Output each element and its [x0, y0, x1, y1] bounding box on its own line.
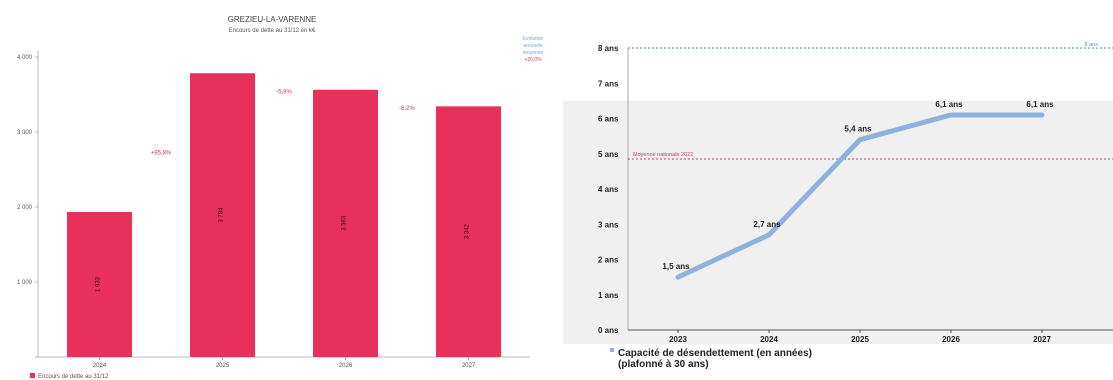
- y-tick-label: 8 ans: [598, 44, 619, 53]
- chart-subtitle: (plafonné à 30 ans): [618, 359, 709, 370]
- chart-title: Capacité de désendettement (en années): [618, 348, 812, 359]
- plot-band: [563, 100, 1113, 344]
- x-tick-label: 2024: [93, 363, 107, 369]
- data-point: [676, 275, 680, 280]
- debt-bar-chart-panel: GREZIEU-LA-VARENNE Encours de dette au 31…: [0, 0, 555, 380]
- x-tick-label: 2025: [851, 335, 869, 344]
- bar-data-label: 1 933: [96, 276, 102, 292]
- deleveraging-line-chart-panel: 0 ans 1 ans 2 ans 3 ans 4 ans 5 ans 6 ans 7 ans…: [558, 0, 1113, 380]
- bar-data-label: 3 784: [219, 207, 225, 223]
- legend-label: Encours de dette au 31/12: [38, 374, 109, 380]
- x-tick-label: 2027: [462, 363, 476, 369]
- y-tick-label: 7 ans: [598, 79, 619, 88]
- y-tick-label: 5 ans: [598, 150, 619, 159]
- chart-subtitle: Encours de dette au 31/12 en k€: [229, 28, 316, 34]
- side-legend-line: annuelle: [524, 43, 543, 49]
- x-tick-label: 2025: [216, 363, 230, 369]
- x-tick-label: 2026: [942, 335, 960, 344]
- bar: [190, 73, 255, 357]
- y-tick-label: 3 ans: [598, 220, 619, 229]
- reference-label-average: Moyenne nationale 2022: [633, 152, 693, 158]
- side-legend-line: moyenne: [523, 50, 544, 56]
- bar-data-label: 3 563: [342, 215, 348, 231]
- bar-data-label: 3 342: [465, 224, 471, 240]
- bar: [313, 89, 378, 358]
- side-legend-line: +20,0%: [524, 57, 542, 63]
- y-tick-label: 0 ans: [598, 326, 619, 335]
- deleveraging-line-chart: 0 ans 1 ans 2 ans 3 ans 4 ans 5 ans 6 ans 7 ans…: [563, 42, 1113, 370]
- data-point: [858, 137, 862, 142]
- x-tick-label: 2024: [760, 335, 778, 344]
- reference-label-cap: 8 ans: [1085, 42, 1099, 48]
- data-point: [1040, 112, 1044, 117]
- data-label: 6,1 ans: [1026, 100, 1054, 109]
- data-point: [767, 232, 771, 237]
- data-label: 2,7 ans: [753, 220, 781, 229]
- data-label: 5,4 ans: [844, 125, 872, 134]
- legend-swatch: [610, 348, 614, 352]
- y-tick-label: 4 000: [17, 55, 33, 61]
- x-tick-label: 2023: [669, 335, 687, 344]
- debt-bar-chart: GREZIEU-LA-VARENNE Encours de dette au 31…: [17, 15, 544, 380]
- y-tick-label: 4 ans: [598, 185, 619, 194]
- y-tick-label: 1 000: [17, 280, 33, 286]
- chart-title: GREZIEU-LA-VARENNE: [228, 15, 317, 24]
- variation-label: -6,2%: [399, 106, 415, 112]
- y-tick-label: 2 ans: [598, 256, 619, 265]
- y-tick-label: 3 000: [17, 130, 33, 136]
- y-tick-label: 1 ans: [598, 291, 619, 300]
- data-label: 1,5 ans: [662, 262, 690, 271]
- legend-swatch: [30, 373, 35, 378]
- bar: [436, 106, 501, 357]
- x-tick-label: 2027: [1033, 335, 1051, 344]
- data-point: [949, 112, 953, 117]
- variation-label: -5,8%: [276, 89, 292, 95]
- bar: [67, 212, 132, 357]
- side-legend-line: Evolution: [523, 36, 544, 42]
- data-label: 6,1 ans: [935, 100, 963, 109]
- x-tick-label: 2026: [339, 363, 353, 369]
- variation-label: +95,8%: [151, 151, 172, 157]
- y-tick-label: 2 000: [17, 205, 33, 211]
- y-tick-label: 6 ans: [598, 115, 619, 124]
